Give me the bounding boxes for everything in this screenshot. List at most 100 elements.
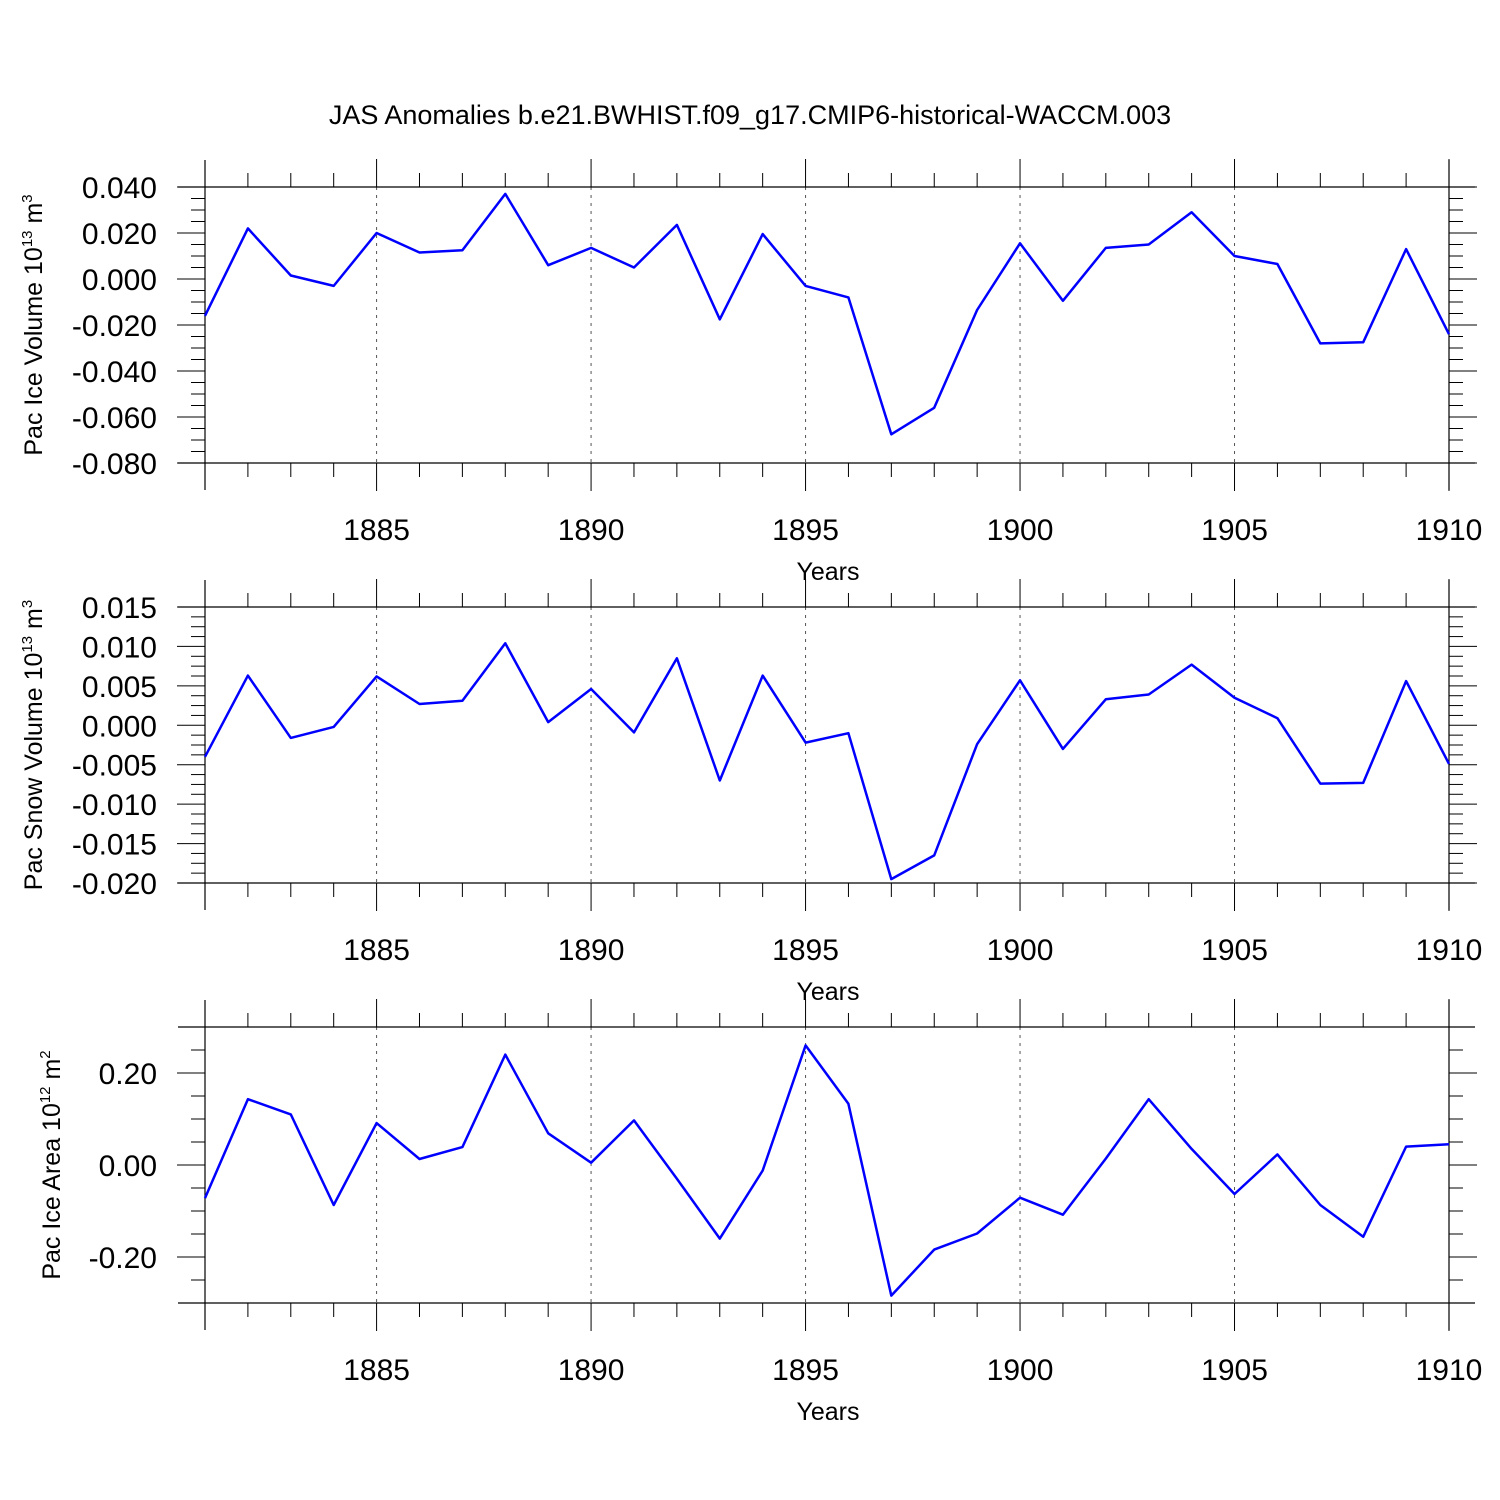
y-tick-label: 0.000 (82, 710, 157, 743)
data-point-1906 (1275, 716, 1279, 720)
data-point-1893 (718, 1237, 722, 1241)
data-point-1909 (1404, 1145, 1408, 1149)
data-point-1895 (804, 1043, 808, 1047)
data-point-1892 (675, 223, 679, 227)
data-point-1889 (546, 1131, 550, 1135)
data-point-1887 (460, 248, 464, 252)
data-point-1891 (632, 1118, 636, 1122)
x-tick-label-1910: 1910 (1416, 1354, 1483, 1387)
x-tick-label-1890: 1890 (558, 1354, 625, 1387)
data-point-1886 (417, 1157, 421, 1161)
data-point-1894 (761, 674, 765, 678)
data-point-1891 (632, 730, 636, 734)
x-axis-label: Years (796, 1398, 859, 1426)
x-tick-label-1910: 1910 (1416, 934, 1483, 967)
data-point-1882 (246, 674, 250, 678)
data-point-1891 (632, 266, 636, 270)
y-tick-label: 0.000 (82, 264, 157, 297)
data-point-1883 (289, 274, 293, 278)
data-point-1889 (546, 263, 550, 267)
data-point-1910 (1447, 762, 1451, 766)
x-tick-label-1885: 1885 (343, 1354, 410, 1387)
data-point-1899 (975, 308, 979, 312)
data-point-1905 (1233, 1192, 1237, 1196)
data-point-1890 (589, 246, 593, 250)
x-axis-label: Years (796, 558, 859, 586)
chart-panels: -0.080 -0.060 -0.040 -0.020 0.000 0.020 0.040 1… (19, 159, 1482, 1426)
data-point-1888 (503, 1053, 507, 1057)
data-point-1908 (1361, 781, 1365, 785)
data-point-1894 (761, 232, 765, 236)
y-axis-label: Pac Ice Area 1012 m2 (37, 1050, 66, 1279)
panel-1: -0.080 -0.060 -0.040 -0.020 0.000 0.020 0.040 1… (19, 159, 1482, 586)
data-point-1893 (718, 778, 722, 782)
data-point-1899 (975, 742, 979, 746)
series-line-1 (203, 1044, 1450, 1297)
y-tick-label: 0.040 (82, 172, 157, 205)
x-tick-label-1885: 1885 (343, 934, 410, 967)
data-point-1899 (975, 1232, 979, 1236)
panel-2: -0.020 -0.015 -0.010 -0.005 0.000 0.005 0.010 0… (19, 579, 1482, 1006)
data-point-1882 (246, 1097, 250, 1101)
data-point-1901 (1061, 299, 1065, 303)
data-point-1882 (246, 226, 250, 230)
x-axis-label: Years (796, 978, 859, 1006)
x-tick-label-1890: 1890 (558, 934, 625, 967)
y-axis-label: Pac Snow Volume 1013 m3 (19, 600, 48, 890)
data-point-1903 (1147, 243, 1151, 247)
data-point-1907 (1318, 782, 1322, 786)
data-point-1906 (1275, 1152, 1279, 1156)
y-tick-label: 0.00 (99, 1150, 157, 1183)
data-point-1890 (589, 1161, 593, 1165)
data-point-1895 (804, 741, 808, 745)
y-tick-label: -0.020 (72, 868, 157, 901)
data-point-1905 (1233, 696, 1237, 700)
y-tick-label: -0.005 (72, 750, 157, 783)
data-point-1900 (1018, 1196, 1022, 1200)
data-point-1897 (889, 432, 893, 436)
x-tick-label-1910: 1910 (1416, 514, 1483, 547)
y-tick-label: -0.060 (72, 402, 157, 435)
data-point-1907 (1318, 341, 1322, 345)
data-point-1885 (375, 231, 379, 235)
data-point-1896 (846, 1102, 850, 1106)
x-tick-label-1890: 1890 (558, 514, 625, 547)
data-point-1893 (718, 317, 722, 321)
y-axis-label: Pac Ice Volume 1013 m3 (19, 194, 48, 455)
x-tick-label-1900: 1900 (987, 934, 1054, 967)
data-point-1888 (503, 192, 507, 196)
y-tick-label: 0.010 (82, 631, 157, 664)
data-point-1908 (1361, 340, 1365, 344)
data-point-1904 (1190, 210, 1194, 214)
data-point-1881 (203, 314, 207, 318)
data-point-1902 (1104, 697, 1108, 701)
data-point-1894 (761, 1169, 765, 1173)
data-point-1910 (1447, 1142, 1451, 1146)
data-point-1885 (375, 674, 379, 678)
y-tick-label: 0.015 (82, 592, 157, 625)
data-point-1897 (889, 877, 893, 881)
data-point-1901 (1061, 747, 1065, 751)
data-point-1887 (460, 699, 464, 703)
y-tick-label: -0.080 (72, 448, 157, 481)
data-point-1902 (1104, 246, 1108, 250)
data-point-1910 (1447, 332, 1451, 336)
data-point-1901 (1061, 1213, 1065, 1217)
x-tick-label-1895: 1895 (772, 514, 839, 547)
data-point-1886 (417, 702, 421, 706)
data-point-1883 (289, 1112, 293, 1116)
data-point-1905 (1233, 254, 1237, 258)
data-point-1898 (932, 853, 936, 857)
y-tick-label: -0.20 (89, 1242, 157, 1275)
data-point-1881 (203, 755, 207, 759)
data-point-1888 (503, 641, 507, 645)
data-point-1907 (1318, 1203, 1322, 1207)
data-point-1887 (460, 1145, 464, 1149)
series-line-1 (203, 192, 1451, 436)
data-point-1895 (804, 284, 808, 288)
data-point-1909 (1404, 247, 1408, 251)
x-tick-label-1895: 1895 (772, 934, 839, 967)
x-tick-label-1900: 1900 (987, 514, 1054, 547)
data-point-1909 (1404, 679, 1408, 683)
data-point-1904 (1190, 1147, 1194, 1151)
